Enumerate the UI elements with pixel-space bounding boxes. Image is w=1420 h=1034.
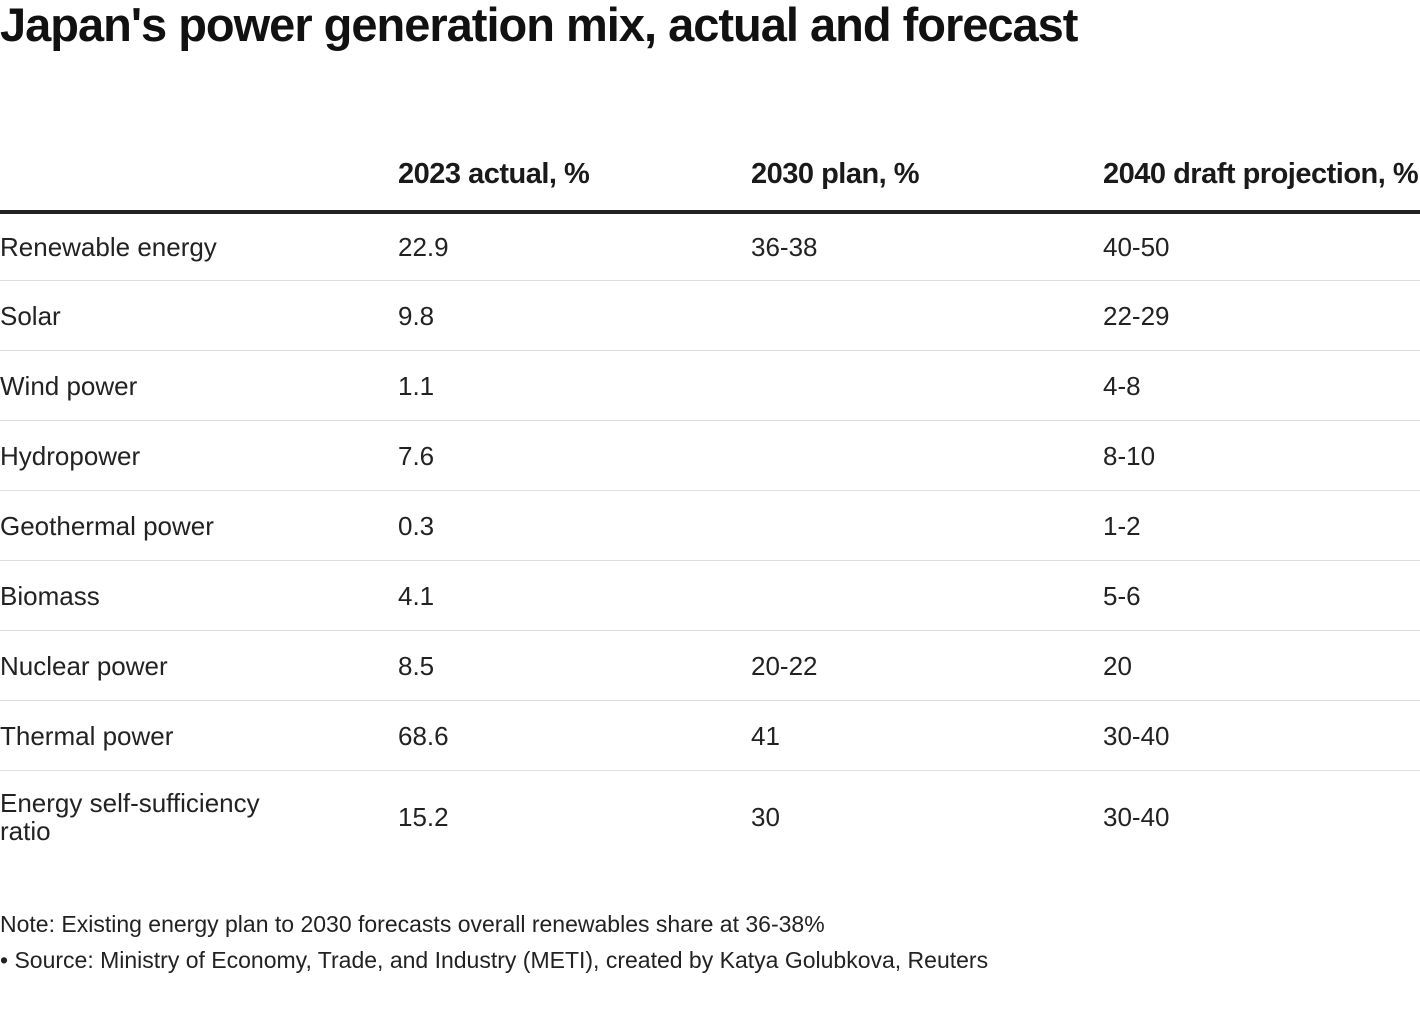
- table-row: Hydropower 7.6 8-10: [0, 420, 1420, 491]
- cell-2030-plan: [751, 350, 1103, 421]
- cell-2023-actual: 68.6: [398, 700, 751, 771]
- cell-2040-draft: 20: [1103, 630, 1420, 701]
- cell-2023-actual: 15.2: [398, 802, 449, 832]
- cell-2030-plan: 36-38: [751, 212, 1103, 281]
- cell-2023-actual: 22.9: [398, 212, 751, 281]
- table-row: Solar 9.8 22-29: [0, 280, 1420, 351]
- cell-2030-plan: [751, 490, 1103, 561]
- table-row: Wind power 1.1 4-8: [0, 350, 1420, 421]
- power-mix-table: 2023 actual, % 2030 plan, % 2040 draft p…: [0, 120, 1420, 863]
- cell-2030-plan: [751, 420, 1103, 491]
- cell-2040-draft: 5-6: [1103, 560, 1420, 631]
- row-label: Nuclear power: [0, 630, 398, 701]
- table-body: Renewable energy 22.9 36-38 40-50 Solar 9.8 22…: [0, 212, 1420, 863]
- cell-2023-actual: 1.1: [398, 350, 751, 421]
- row-label: Energy self-sufficiency ratio: [0, 788, 260, 846]
- cell-2040-draft: 1-2: [1103, 490, 1420, 561]
- row-label: Wind power: [0, 350, 398, 421]
- cell-2023-actual: 9.8: [398, 280, 751, 351]
- cell-2040-draft: 4-8: [1103, 350, 1420, 421]
- footnotes: Note: Existing energy plan to 2030 forec…: [0, 906, 988, 978]
- cell-2023-actual: 8.5: [398, 630, 751, 701]
- cell-2040-draft: 8-10: [1103, 420, 1420, 491]
- cell-2030-plan: 20-22: [751, 630, 1103, 701]
- column-header-2023-actual: 2023 actual, %: [398, 120, 751, 214]
- cell-2030-plan: 41: [751, 700, 1103, 771]
- cell-2030-plan: [751, 560, 1103, 631]
- cell-2030-plan: [751, 280, 1103, 351]
- chart-title: Japan's power generation mix, actual and…: [0, 0, 1078, 51]
- cell-2023-actual: 4.1: [398, 560, 751, 631]
- column-header-label: [0, 120, 398, 214]
- table-row: Thermal power 68.6 41 30-40: [0, 700, 1420, 771]
- column-header-2040-draft: 2040 draft projection, %: [1103, 120, 1420, 214]
- cell-2040-draft: 22-29: [1103, 280, 1420, 351]
- row-label: Biomass: [0, 560, 398, 631]
- cell-2040-draft: 40-50: [1103, 212, 1420, 281]
- cell-2040-draft: 30-40: [1103, 700, 1420, 771]
- table-row: Renewable energy 22.9 36-38 40-50: [0, 212, 1420, 281]
- table-row: Biomass 4.1 5-6: [0, 560, 1420, 631]
- table-row: Energy self-sufficiency ratio 15.2 30 30-40: [0, 771, 1420, 864]
- table-row: Nuclear power 8.5 20-22 20: [0, 630, 1420, 701]
- row-label: Solar: [0, 280, 398, 351]
- cell-2040-draft: 30-40: [1103, 802, 1170, 832]
- source-text: • Source: Ministry of Economy, Trade, an…: [0, 947, 989, 973]
- table-header-row: 2023 actual, % 2030 plan, % 2040 draft p…: [0, 120, 1420, 214]
- cell-2023-actual: 0.3: [398, 490, 751, 561]
- row-label: Hydropower: [0, 420, 398, 491]
- column-header-2030-plan: 2030 plan, %: [751, 120, 1103, 214]
- cell-2030-plan: 30: [751, 802, 780, 832]
- note-text: Note: Existing energy plan to 2030 forec…: [0, 911, 825, 937]
- row-label: Geothermal power: [0, 490, 398, 561]
- row-label: Thermal power: [0, 700, 398, 771]
- cell-2023-actual: 7.6: [398, 420, 751, 491]
- table-row: Geothermal power 0.3 1-2: [0, 490, 1420, 561]
- row-label: Renewable energy: [0, 212, 398, 281]
